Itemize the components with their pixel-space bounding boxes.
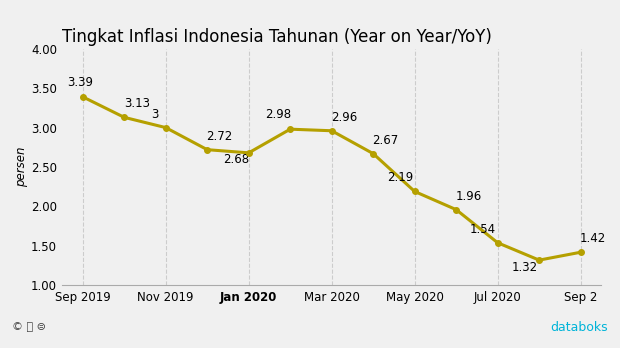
Text: 3: 3 [152, 108, 159, 120]
Text: 2.67: 2.67 [373, 134, 399, 147]
Text: databoks: databoks [550, 321, 608, 334]
Text: 2.68: 2.68 [223, 153, 249, 166]
Text: Tingkat Inflasi Indonesia Tahunan (Year on Year/YoY): Tingkat Inflasi Indonesia Tahunan (Year … [62, 28, 492, 46]
Text: 1.96: 1.96 [456, 190, 482, 203]
Text: 2.98: 2.98 [265, 108, 291, 121]
Text: 2.19: 2.19 [387, 172, 414, 184]
Text: 3.39: 3.39 [68, 76, 94, 89]
Text: © ⓘ ⊜: © ⓘ ⊜ [12, 322, 46, 332]
Text: 1.54: 1.54 [470, 223, 496, 236]
Text: 1.42: 1.42 [580, 232, 606, 245]
Text: 3.13: 3.13 [123, 97, 149, 110]
Y-axis label: persen: persen [16, 147, 29, 187]
Text: 2.72: 2.72 [206, 129, 232, 143]
Text: 2.96: 2.96 [331, 111, 357, 124]
Text: 1.32: 1.32 [512, 261, 538, 274]
